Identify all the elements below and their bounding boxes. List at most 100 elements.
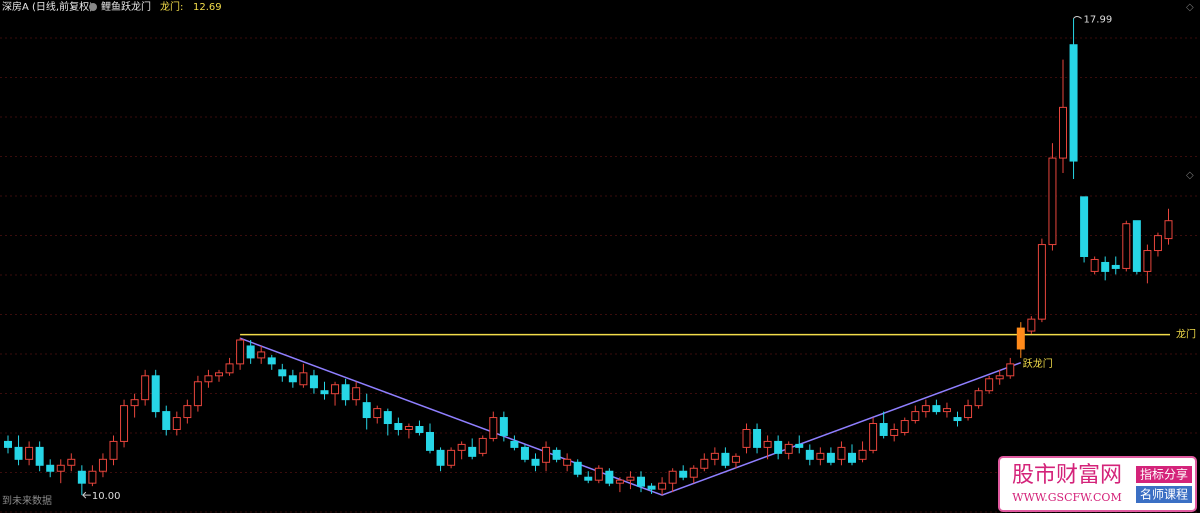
candle-body [858, 449, 867, 460]
candle-body [563, 458, 572, 466]
candle-body [56, 464, 65, 472]
candle-body [225, 363, 234, 374]
candle-body [120, 405, 129, 442]
candle-body [542, 446, 551, 463]
candle-body [373, 408, 382, 419]
candle-body [236, 339, 245, 365]
candle-body [879, 423, 888, 436]
candle-body [267, 357, 276, 365]
candle-body [383, 411, 392, 425]
candle-body [309, 375, 318, 389]
tag-box [1136, 466, 1192, 483]
candle-body [88, 470, 97, 484]
candle-body [520, 446, 529, 460]
candle-body [204, 375, 213, 383]
footer-note: 到未来数据 [2, 494, 52, 507]
candle-body [1080, 196, 1089, 257]
candle-body [1059, 106, 1067, 159]
candle-body [1122, 223, 1131, 269]
watermark-tag: 指标分享 [1140, 467, 1188, 482]
candle-body [605, 470, 614, 484]
high-label: 17.99 [1084, 14, 1113, 25]
candle-body [795, 443, 804, 448]
candle-body [647, 485, 656, 490]
candle-body [478, 437, 487, 454]
candle-body [489, 417, 498, 439]
candle-body [1101, 261, 1110, 272]
candle-body [784, 443, 793, 454]
candle-body [911, 411, 920, 422]
candle-body [995, 375, 1004, 380]
candle-body [183, 405, 192, 419]
gate-label: 龙门: [160, 0, 183, 13]
candle-body [162, 411, 171, 430]
candle-body [679, 470, 688, 478]
candle-body [510, 440, 519, 448]
candle-body [172, 417, 181, 430]
candle-body [1153, 235, 1162, 252]
candle-body [426, 431, 434, 451]
candle-body [447, 449, 456, 466]
candle-body [700, 458, 709, 469]
candle-body [1111, 264, 1120, 269]
candle-body [615, 479, 624, 484]
candle-body [869, 423, 878, 451]
watermark: 股市财富网 WWW.GSCFW.COM 指标分享 名师课程 [998, 456, 1197, 512]
candle-body [352, 387, 361, 401]
candle-body [1143, 250, 1152, 272]
watermark-url: WWW.GSCFW.COM [1012, 491, 1121, 504]
candle-body [331, 384, 340, 395]
candle-body [67, 458, 76, 466]
candle-body [193, 381, 202, 407]
corner-icon: ◇ [1186, 2, 1194, 13]
candle-body [35, 446, 44, 466]
candle-body [932, 405, 941, 413]
candle-body [848, 452, 856, 463]
candle-body [594, 467, 603, 481]
candle-body [774, 440, 783, 454]
candle-body [341, 384, 350, 401]
candle-body [942, 408, 951, 413]
candle-body [404, 426, 413, 430]
tag-box [1136, 486, 1192, 503]
candle-body [109, 440, 118, 460]
candle-body [974, 390, 983, 407]
candle-body [4, 440, 12, 448]
candle-body [763, 440, 772, 448]
candle-body [837, 446, 846, 460]
candle-body [658, 482, 667, 490]
candle-body [900, 420, 909, 433]
candle-body [731, 455, 740, 463]
candle-body [457, 443, 466, 451]
candle-body [288, 375, 297, 383]
candle-body [689, 467, 698, 478]
candle-body [77, 470, 86, 484]
candle-body [468, 446, 477, 457]
candle-body [637, 476, 645, 487]
candle-body [299, 372, 308, 386]
gate-line-label: 龙门 [1176, 328, 1196, 341]
candle-body [921, 405, 930, 413]
candle-body [742, 428, 751, 448]
candle-body [816, 452, 825, 460]
low-label: 10.00 [92, 491, 121, 502]
candle-body [1090, 258, 1099, 272]
candle-body [826, 452, 835, 463]
signal-label: 跃龙门 [1023, 357, 1053, 370]
candle-body [531, 458, 540, 466]
candle-body [710, 452, 719, 460]
side-icon: ◇ [1186, 170, 1194, 181]
candle-body [151, 375, 160, 413]
high-arrow [1073, 15, 1082, 19]
indicator-icon [89, 3, 97, 11]
candle-body [246, 345, 255, 359]
candle-body [415, 426, 424, 433]
candle-body [1164, 220, 1173, 240]
candle-body [1037, 244, 1046, 320]
candle-body [394, 423, 403, 430]
candle-body [1027, 318, 1036, 332]
candle-body [362, 402, 371, 419]
